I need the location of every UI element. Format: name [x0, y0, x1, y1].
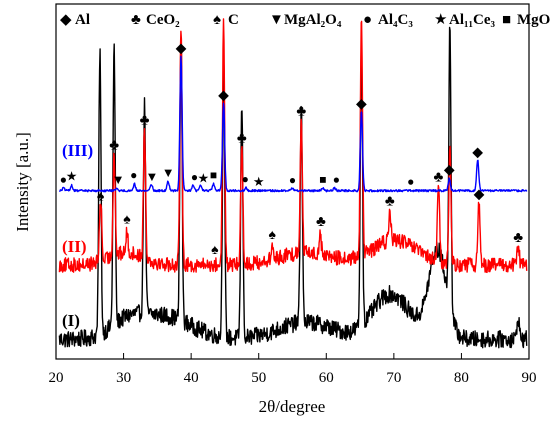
club-icon: ♣ — [237, 131, 247, 147]
triangle-down-icon: ▼ — [112, 172, 125, 187]
club-icon: ♣ — [385, 193, 395, 209]
legend-label: Al — [75, 12, 90, 28]
circle-icon: ● — [407, 175, 414, 189]
triangle-down-icon: ▼ — [162, 165, 175, 180]
legend-item-al11ce3: ★ Al₁₁Ce₃ — [434, 12, 495, 28]
legend-item-al: ◆ Al — [60, 12, 90, 28]
legend-label: MgAl₂O₄ — [284, 12, 342, 28]
diamond-icon: ◆ — [60, 12, 72, 28]
phase-markers: ●★ ▼ ● ▼ ▼◆● ★ ■◆● ★ ● ■ ●◆●◆◆♠♣♠♣♠♣♠♣♣♣♣◆♣ — [60, 41, 523, 258]
square-icon: ■ — [319, 173, 326, 187]
club-icon: ♣ — [434, 170, 444, 186]
circle-icon: ● — [191, 170, 198, 184]
x-axis: 20 30 40 50 60 70 80 90 — [49, 353, 537, 386]
x-axis-label: 2θ/degree — [259, 397, 326, 416]
club-icon: ♣ — [513, 230, 523, 246]
legend-item-c: ♠ C — [213, 12, 239, 28]
series-label: (I) — [62, 311, 80, 330]
diamond-icon: ◆ — [218, 88, 229, 103]
club-icon: ♣ — [109, 137, 119, 153]
series-label: (III) — [62, 141, 93, 160]
legend-item-ceo2: ♣ CeO₂ — [131, 12, 180, 28]
legend-item-al4c3: ● Al₄C₃ — [363, 12, 413, 28]
triangle-down-icon: ▼ — [146, 169, 159, 184]
circle-icon: ● — [333, 172, 340, 186]
series-line-i — [58, 26, 528, 349]
series-line-ii — [58, 18, 528, 274]
circle-icon: ● — [289, 173, 296, 187]
circle-icon: ● — [363, 12, 372, 28]
legend-label: Al₄C₃ — [378, 12, 413, 28]
circle-icon: ● — [60, 172, 67, 186]
club-icon: ♣ — [131, 12, 141, 28]
spade-icon: ♠ — [123, 212, 131, 227]
x-tick-label: 40 — [184, 370, 199, 386]
diamond-icon: ◆ — [474, 188, 485, 203]
y-axis-label: Intensity [a.u.] — [13, 132, 32, 232]
star-icon: ★ — [197, 170, 209, 185]
plot-frame — [55, 3, 530, 360]
x-tick-label: 50 — [251, 370, 266, 386]
club-icon: ♣ — [296, 103, 306, 119]
x-tick-label: 90 — [522, 370, 537, 386]
spade-icon: ♠ — [97, 189, 105, 204]
club-icon: ♣ — [316, 214, 326, 230]
series-labels: (I) (II) (III) — [62, 141, 93, 330]
spade-icon: ♠ — [211, 243, 219, 258]
legend-item-mgo: ■ MgO — [502, 12, 550, 28]
legend-label: Al₁₁Ce₃ — [449, 12, 495, 28]
series-label: (II) — [62, 237, 87, 256]
square-icon: ■ — [210, 168, 217, 182]
x-tick-label: 80 — [454, 370, 469, 386]
series-layer — [58, 18, 528, 349]
diamond-icon: ◆ — [176, 41, 187, 56]
legend-label: C — [228, 12, 239, 28]
square-icon: ■ — [502, 12, 511, 28]
legend-label: CeO₂ — [146, 12, 180, 28]
star-icon: ★ — [66, 169, 78, 184]
club-icon: ♣ — [140, 113, 150, 129]
triangle-down-icon: ▼ — [269, 12, 284, 28]
x-tick-label: 20 — [49, 370, 64, 386]
star-icon: ★ — [253, 174, 265, 189]
x-tick-label: 70 — [386, 370, 401, 386]
x-tick-label: 60 — [319, 370, 334, 386]
legend-item-mgal2o4: ▼ MgAl₂O₄ — [269, 12, 342, 28]
circle-icon: ● — [130, 168, 137, 182]
x-tick-label: 30 — [116, 370, 131, 386]
diamond-icon: ◆ — [472, 145, 483, 160]
diamond-icon: ◆ — [356, 97, 367, 112]
legend-label: MgO — [517, 12, 550, 28]
spade-icon: ♠ — [269, 228, 277, 243]
spade-icon: ♠ — [213, 12, 221, 28]
circle-icon: ● — [242, 172, 249, 186]
legend: ◆ Al ♣ CeO₂ ♠ C ▼ MgAl₂O₄ ● Al₄C₃ ★ Al₁₁Ce₃ ■ MgO — [60, 12, 550, 28]
diamond-icon: ◆ — [444, 163, 455, 178]
series-line-iii — [59, 55, 528, 193]
star-icon: ★ — [434, 12, 447, 28]
